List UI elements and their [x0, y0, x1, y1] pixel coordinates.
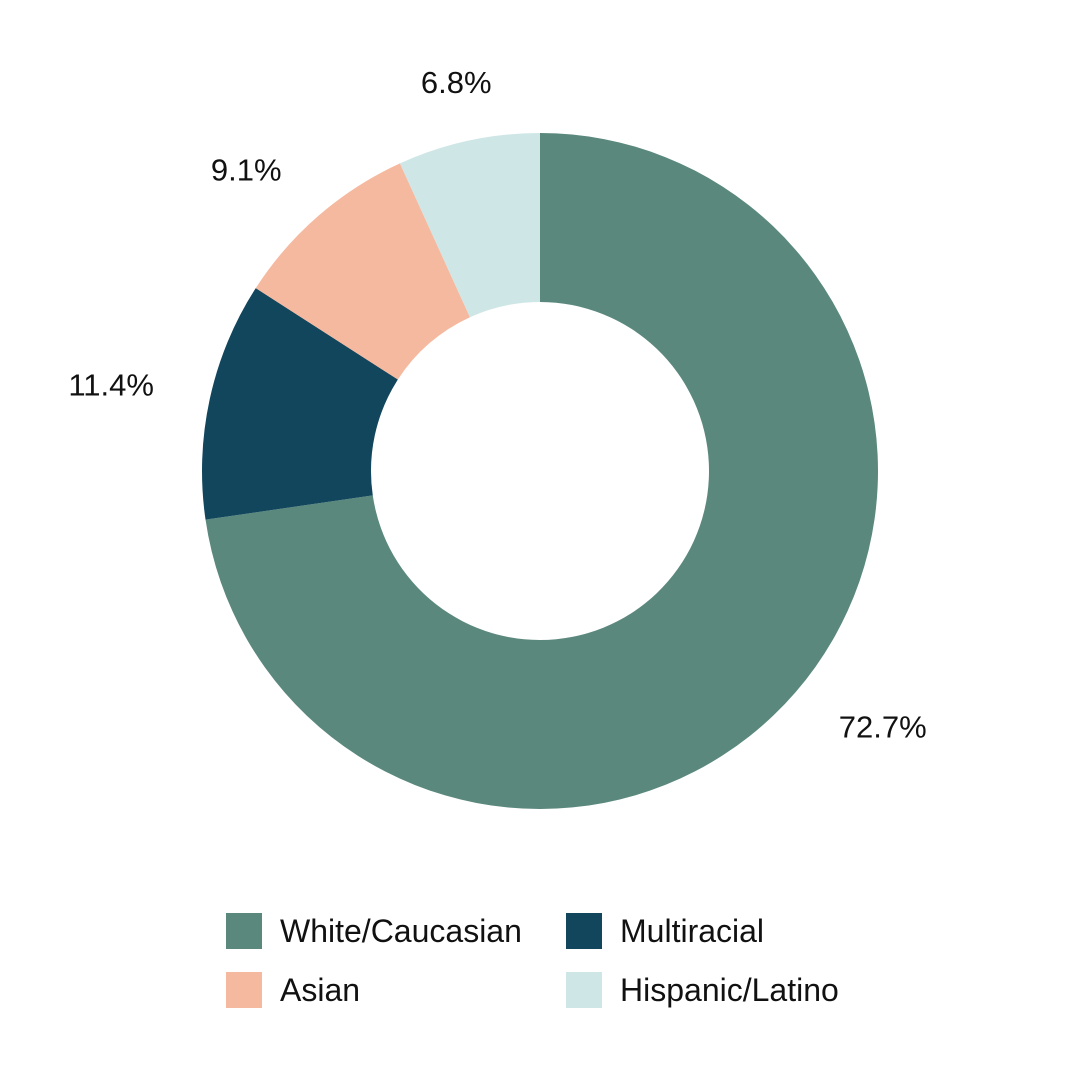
legend-item-white-caucasian: White/Caucasian	[226, 912, 522, 950]
slice-hispanic-latino	[399, 133, 540, 318]
legend-label-multiracial: Multiracial	[620, 913, 765, 949]
value-label-hispanic-latino: 6.8%	[421, 65, 492, 100]
legend-label-asian: Asian	[280, 972, 361, 1008]
donut-chart: 72.7% 11.4% 9.1% 6.8%	[68, 65, 927, 809]
legend-swatch-white-caucasian	[226, 913, 262, 949]
slice-multiracial	[202, 288, 398, 520]
legend-swatch-asian	[226, 972, 262, 1008]
legend-swatch-multiracial	[566, 913, 602, 949]
value-label-white-caucasian: 72.7%	[839, 710, 927, 745]
value-label-asian: 9.1%	[211, 152, 282, 187]
legend-label-white-caucasian: White/Caucasian	[280, 913, 522, 949]
legend-label-hispanic-latino: Hispanic/Latino	[620, 972, 839, 1008]
legend-item-asian: Asian	[226, 971, 360, 1009]
legend-item-multiracial: Multiracial	[566, 912, 764, 950]
slice-asian	[255, 163, 470, 380]
slice-white-caucasian	[205, 133, 879, 809]
legend-swatch-hispanic-latino	[566, 972, 602, 1008]
chart-legend: White/Caucasian Multiracial Asian Hispan…	[226, 912, 926, 1032]
value-label-multiracial: 11.4%	[68, 367, 154, 402]
legend-item-hispanic-latino: Hispanic/Latino	[566, 971, 839, 1009]
slice-value-labels: 72.7% 11.4% 9.1% 6.8%	[68, 65, 926, 744]
donut-slices	[202, 133, 879, 809]
